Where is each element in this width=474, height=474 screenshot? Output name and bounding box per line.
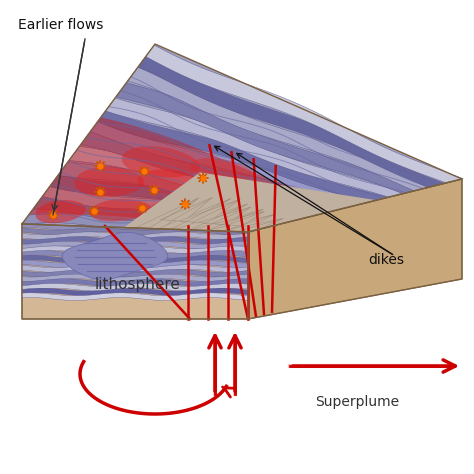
Polygon shape [22,224,248,319]
Polygon shape [22,232,248,239]
Polygon shape [63,232,168,280]
Polygon shape [22,227,248,235]
Polygon shape [42,185,293,225]
Polygon shape [22,255,248,263]
Polygon shape [176,204,247,230]
Polygon shape [22,288,248,296]
Polygon shape [193,193,249,210]
Polygon shape [90,199,152,221]
Polygon shape [81,131,352,210]
Polygon shape [22,264,248,273]
Polygon shape [122,146,200,177]
Polygon shape [22,246,248,254]
Polygon shape [137,169,204,193]
Polygon shape [22,222,248,230]
Polygon shape [90,120,369,206]
Polygon shape [22,210,262,232]
Polygon shape [33,196,275,229]
Polygon shape [28,118,316,228]
Polygon shape [248,179,462,319]
Polygon shape [191,210,263,231]
Polygon shape [22,44,462,232]
Text: lithosphere: lithosphere [95,277,181,292]
Polygon shape [157,199,231,230]
Text: Earlier flows: Earlier flows [18,18,103,32]
Polygon shape [179,199,240,223]
Polygon shape [74,167,144,197]
Polygon shape [22,269,248,277]
Polygon shape [198,207,251,225]
Polygon shape [22,260,248,268]
Polygon shape [221,219,283,232]
Polygon shape [146,45,463,183]
Polygon shape [22,241,248,249]
Polygon shape [22,251,248,258]
Polygon shape [207,214,274,232]
Polygon shape [106,98,404,197]
Polygon shape [22,237,248,244]
Polygon shape [149,200,208,217]
Polygon shape [50,175,312,220]
Polygon shape [69,146,339,213]
Polygon shape [138,55,445,187]
Polygon shape [58,162,327,216]
Polygon shape [214,212,264,226]
Polygon shape [22,274,248,282]
Polygon shape [22,279,248,286]
Text: Superplume: Superplume [315,395,399,409]
Polygon shape [190,158,254,181]
Polygon shape [22,293,248,301]
Polygon shape [22,283,248,291]
Polygon shape [161,198,212,221]
Text: dikes: dikes [368,253,404,267]
Polygon shape [36,200,86,223]
Polygon shape [124,173,376,232]
Polygon shape [128,67,428,191]
Polygon shape [98,110,388,201]
Polygon shape [135,198,199,229]
Polygon shape [116,83,416,194]
